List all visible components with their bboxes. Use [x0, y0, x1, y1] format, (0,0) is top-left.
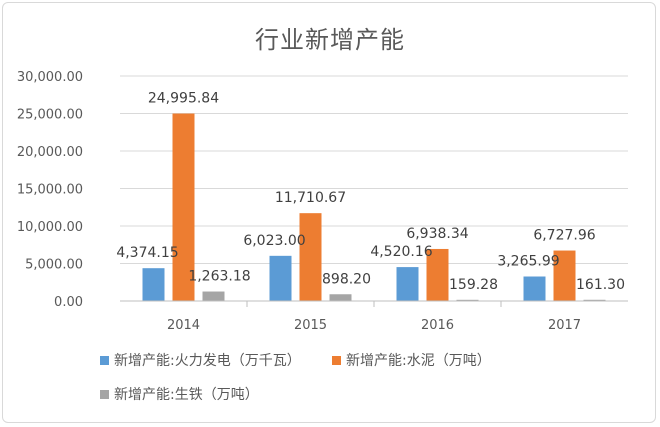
legend-swatch-thermal-power [100, 355, 109, 365]
bar [329, 294, 352, 301]
y-tick-label: 5,000.00 [25, 258, 83, 273]
x-tick-label: 2015 [294, 318, 327, 333]
bar [553, 250, 576, 301]
x-tick-label: 2014 [167, 318, 200, 333]
legend-label-thermal-power: 新增产能:火力发电（万千瓦） [114, 353, 301, 369]
chart-title: 行业新增产能 [255, 26, 405, 54]
data-label: 4,374.15 [116, 245, 178, 261]
data-label: 24,995.84 [148, 91, 219, 107]
bar [142, 268, 165, 301]
y-tick-label: 30,000.00 [17, 70, 83, 85]
legend-item-pig-iron: 新增产能:生铁（万吨） [100, 384, 259, 404]
data-label: 11,710.67 [275, 190, 346, 206]
legend-item-thermal-power: 新增产能:火力发电（万千瓦） [100, 350, 301, 370]
data-label: 898.20 [322, 271, 371, 287]
bar [269, 255, 292, 301]
bar [396, 267, 419, 301]
y-tick-label: 25,000.00 [17, 108, 83, 123]
y-tick-label: 20,000.00 [17, 145, 83, 160]
data-label: 6,727.96 [533, 228, 595, 244]
bar [299, 213, 322, 301]
data-label: 4,520.16 [370, 244, 432, 260]
legend-item-cement: 新增产能:水泥（万吨） [332, 350, 491, 370]
x-tick-label: 2017 [548, 318, 581, 333]
data-label: 6,023.00 [243, 233, 305, 249]
bar [583, 299, 606, 301]
bar [426, 248, 449, 301]
y-tick-label: 15,000.00 [17, 183, 83, 198]
data-label: 1,263.18 [188, 269, 250, 285]
bar [456, 299, 479, 301]
y-tick-label: 0.00 [54, 295, 83, 310]
data-label: 3,265.99 [497, 254, 559, 270]
legend-swatch-cement [332, 355, 341, 365]
data-label: 161.30 [576, 277, 625, 293]
bar [523, 276, 546, 301]
y-tick-label: 10,000.00 [17, 220, 83, 235]
legend-label-cement: 新增产能:水泥（万吨） [346, 353, 491, 369]
legend-label-pig-iron: 新增产能:生铁（万吨） [114, 387, 259, 403]
bar [172, 113, 195, 302]
x-tick-label: 2016 [421, 318, 454, 333]
bar [202, 291, 225, 301]
legend-swatch-pig-iron [100, 389, 109, 399]
data-label: 159.28 [449, 277, 498, 293]
data-label: 6,938.34 [406, 226, 468, 242]
chart-frame [2, 2, 656, 423]
